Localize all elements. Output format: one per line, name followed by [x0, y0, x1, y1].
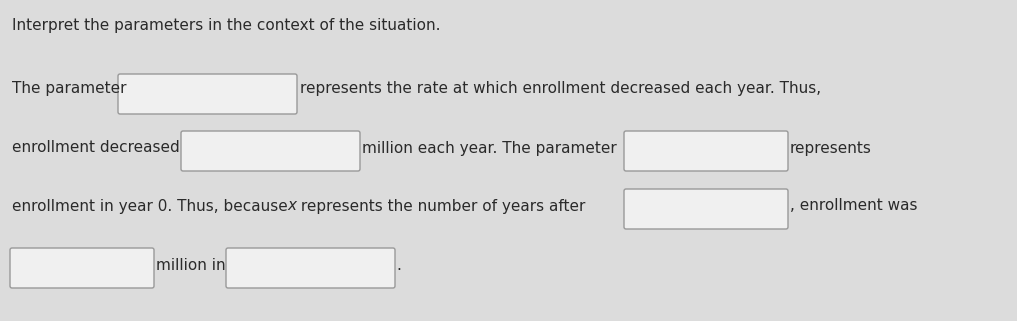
Text: Interpret the parameters in the context of the situation.: Interpret the parameters in the context …: [12, 18, 440, 33]
FancyBboxPatch shape: [10, 248, 154, 288]
Text: enrollment in year 0. Thus, because: enrollment in year 0. Thus, because: [12, 198, 293, 213]
Text: represents the rate at which enrollment decreased each year. Thus,: represents the rate at which enrollment …: [300, 81, 821, 96]
Text: x: x: [287, 198, 296, 213]
Text: The parameter: The parameter: [12, 81, 131, 96]
FancyBboxPatch shape: [118, 74, 297, 114]
FancyBboxPatch shape: [624, 131, 788, 171]
Text: .: .: [396, 258, 401, 273]
Text: represents the number of years after: represents the number of years after: [296, 198, 590, 213]
FancyBboxPatch shape: [226, 248, 395, 288]
Text: represents: represents: [790, 141, 872, 155]
Text: enrollment decreased: enrollment decreased: [12, 141, 185, 155]
Text: million each year. The parameter: million each year. The parameter: [362, 141, 621, 155]
FancyBboxPatch shape: [624, 189, 788, 229]
Text: million in: million in: [156, 258, 231, 273]
FancyBboxPatch shape: [181, 131, 360, 171]
Text: , enrollment was: , enrollment was: [790, 198, 917, 213]
